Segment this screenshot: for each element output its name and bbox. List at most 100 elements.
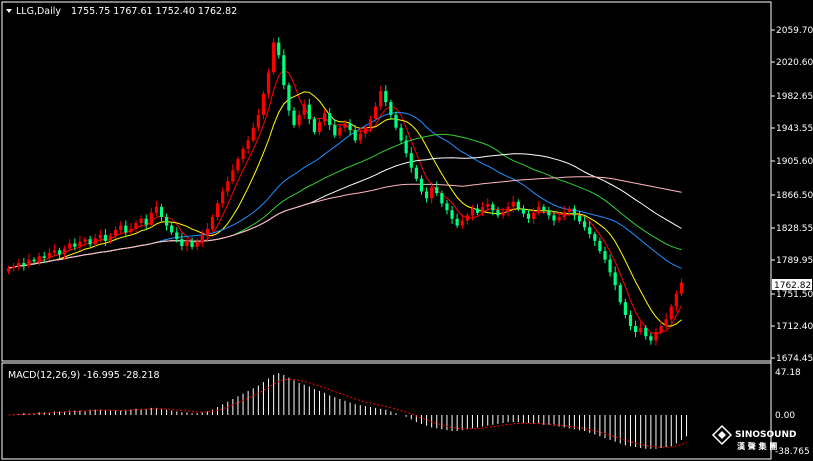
price-tick-label: 1905.60 — [776, 157, 813, 167]
candle-body — [317, 121, 322, 132]
candles — [6, 37, 684, 346]
candle-body — [603, 251, 607, 260]
candle-body — [215, 203, 220, 218]
moving-averages — [8, 69, 682, 335]
candle-body — [419, 178, 424, 192]
candle-body — [572, 208, 576, 216]
price-axis: 2059.70 2020.60 1982.65 1943.55 1905.60 1866.… — [771, 26, 813, 364]
candle-body — [164, 217, 169, 226]
candle-body — [679, 282, 684, 294]
diamond-logo-icon — [711, 424, 733, 446]
macd-tick-bottom: -38.765 — [775, 447, 810, 457]
candle-body — [175, 232, 179, 240]
candle-body — [129, 228, 133, 233]
price-pane-border — [1, 1, 772, 362]
candle-body — [521, 208, 526, 214]
candle-body — [455, 218, 459, 226]
candle-body — [440, 193, 444, 204]
candle-body — [470, 208, 475, 216]
candle-body — [221, 191, 225, 204]
candle-body — [674, 293, 678, 307]
candle-body — [542, 206, 546, 211]
candle-body — [88, 239, 92, 245]
candle-body — [562, 211, 566, 218]
candle-body — [664, 319, 668, 327]
macd-histogram — [8, 373, 688, 449]
candle-body — [63, 248, 67, 255]
candle-body — [241, 148, 245, 160]
candle-body — [312, 119, 317, 132]
candle-body — [532, 212, 536, 219]
candle-body — [618, 285, 622, 303]
candle-body — [42, 256, 46, 258]
candle-body — [475, 208, 480, 213]
price-tick-label: 1828.55 — [776, 224, 813, 234]
candle-body — [282, 55, 286, 86]
candle-body — [358, 133, 362, 141]
candle-body — [353, 130, 357, 141]
current-price-marker: 1762.82 — [772, 279, 812, 291]
candle-body — [547, 210, 551, 216]
candle-body — [287, 85, 291, 111]
candle-body — [343, 123, 347, 128]
candle-body — [57, 250, 62, 255]
candle-body — [98, 234, 102, 239]
logo-line1: SINOSOUND — [735, 430, 796, 440]
candle-body — [185, 240, 189, 246]
candle-body — [424, 191, 429, 199]
price-tick-label: 1751.50 — [776, 290, 813, 300]
triangle-down-icon[interactable] — [6, 9, 12, 13]
candle-body — [27, 259, 31, 266]
candle-body — [236, 159, 240, 171]
candle-body — [460, 220, 464, 226]
candle-body — [272, 42, 276, 73]
ma-line-90 — [8, 176, 682, 269]
candle-body — [205, 228, 209, 236]
candle-body — [506, 206, 510, 212]
candle-body — [200, 235, 204, 243]
candle-body — [644, 327, 648, 337]
candle-body — [486, 204, 490, 207]
candle-body — [435, 187, 439, 194]
symbol-label: LLG,Daily — [16, 6, 61, 17]
candle-body — [384, 91, 388, 103]
candle-body — [430, 187, 434, 199]
candle-body — [154, 206, 158, 213]
svg-text:1762.82: 1762.82 — [774, 281, 811, 291]
candle-body — [588, 227, 592, 235]
candle-body — [231, 170, 235, 182]
candle-body — [302, 104, 306, 115]
candle-body — [266, 72, 271, 94]
price-tick-label: 1982.65 — [776, 92, 813, 102]
candle-body — [633, 326, 638, 332]
candle-body — [292, 110, 296, 126]
candle-body — [103, 234, 108, 241]
candle-body — [32, 259, 36, 262]
candle-body — [256, 114, 260, 128]
candle-body — [649, 336, 653, 341]
price-tick-label: 1789.95 — [776, 256, 813, 266]
candle-body — [409, 153, 413, 168]
candle-body — [190, 240, 194, 247]
candle-body — [404, 140, 408, 154]
candle-body — [598, 240, 602, 252]
logo-line2: 漢 聲 集 團 — [737, 441, 777, 451]
price-tick-label: 2059.70 — [776, 26, 813, 36]
candle-body — [481, 206, 485, 213]
candle-body — [93, 238, 97, 245]
macd-signal-line — [8, 378, 687, 448]
candle-body — [577, 215, 582, 222]
ohlc-values: 1755.75 1767.61 1752.40 1762.82 — [71, 6, 237, 17]
candle-body — [593, 234, 597, 241]
candle-body — [83, 239, 87, 242]
candle-body — [582, 221, 587, 228]
candle-body — [526, 213, 531, 219]
candle-body — [348, 123, 352, 131]
price-tick-label: 1712.40 — [776, 322, 813, 332]
candle-body — [399, 127, 403, 141]
candle-body — [297, 114, 301, 126]
candle-body — [52, 250, 57, 253]
macd-tick-zero: 0.00 — [775, 411, 795, 421]
price-tick-label: 2020.60 — [776, 58, 813, 68]
